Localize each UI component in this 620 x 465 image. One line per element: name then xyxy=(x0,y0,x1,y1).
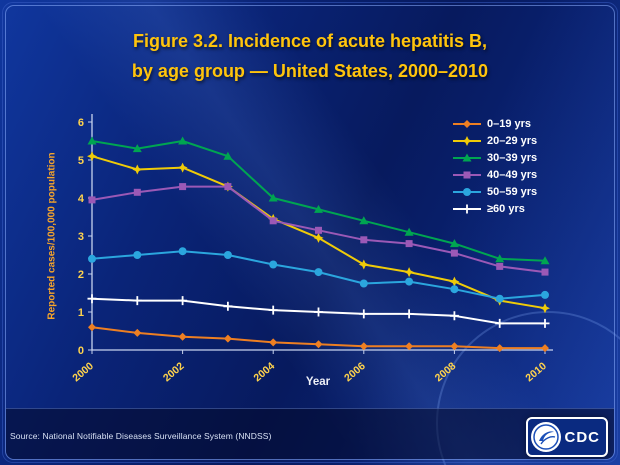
svg-text:3: 3 xyxy=(78,231,84,243)
legend-label: 0–19 yrs xyxy=(487,117,532,130)
x-axis-label: Year xyxy=(305,376,331,388)
chart-title: Figure 3.2. Incidence of acute hepatitis… xyxy=(40,26,580,86)
legend-label: 40–49 yrs xyxy=(487,168,538,181)
svg-text:2: 2 xyxy=(78,269,84,281)
legend-item: 20–29 yrs xyxy=(452,134,537,147)
svg-text:0: 0 xyxy=(78,345,84,357)
chart-legend: 0–19 yrs 20–29 yrs 30–39 yrs 40–49 yrs 50–59… xyxy=(452,117,537,215)
legend-marker-icon xyxy=(453,187,481,196)
legend-marker-icon xyxy=(453,119,481,128)
hhs-seal-icon xyxy=(530,422,561,452)
legend-label: 30–39 yrs xyxy=(487,151,538,164)
legend-marker-icon xyxy=(453,204,481,213)
footer-band xyxy=(6,408,614,459)
legend-item: ≥60 yrs xyxy=(452,202,537,215)
legend-item: 30–39 yrs xyxy=(452,151,537,164)
legend-marker-icon xyxy=(453,153,481,161)
legend-item: 0–19 yrs xyxy=(452,117,537,130)
legend-label: 20–29 yrs xyxy=(487,134,538,147)
svg-text:6: 6 xyxy=(78,117,84,129)
legend-item: 40–49 yrs xyxy=(452,168,537,181)
svg-text:2010: 2010 xyxy=(523,360,549,384)
chart-title-line2: by age group — United States, 2000–2010 xyxy=(131,61,489,81)
cdc-logo: CDC xyxy=(525,417,608,457)
legend-marker-icon xyxy=(453,171,481,178)
svg-text:5: 5 xyxy=(78,155,84,167)
legend-label: 50–59 yrs xyxy=(487,185,538,198)
svg-text:2004: 2004 xyxy=(252,360,278,384)
legend-label: ≥60 yrs xyxy=(487,202,525,215)
source-note: Source: National Notifiable Diseases Sur… xyxy=(10,431,272,441)
legend-item: 50–59 yrs xyxy=(452,185,537,198)
svg-text:2008: 2008 xyxy=(433,360,459,384)
chart-title-line1: Figure 3.2. Incidence of acute hepatitis… xyxy=(132,31,488,51)
legend-marker-icon xyxy=(453,135,481,146)
svg-text:4: 4 xyxy=(78,193,85,205)
svg-text:1: 1 xyxy=(78,307,84,319)
cdc-logo-text: CDC xyxy=(564,428,600,446)
svg-text:2006: 2006 xyxy=(342,360,368,384)
svg-text:2002: 2002 xyxy=(161,360,187,384)
svg-text:2000: 2000 xyxy=(70,360,96,384)
